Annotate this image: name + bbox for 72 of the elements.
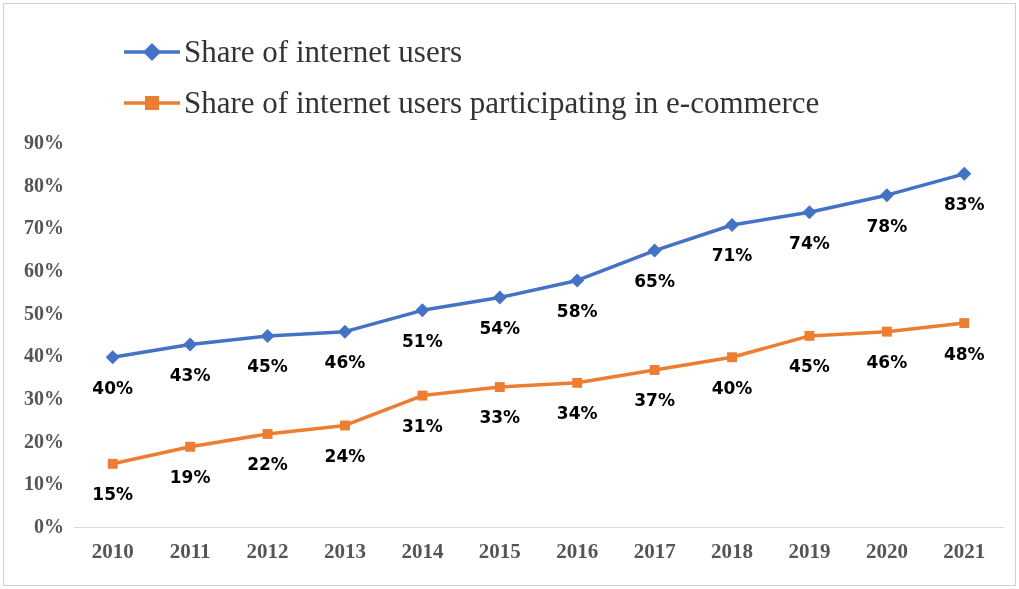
point	[183, 337, 198, 352]
data-label: 65%	[634, 271, 675, 292]
x-tick-label: 2020	[865, 538, 908, 563]
x-tick-label: 2014	[401, 538, 444, 563]
point	[957, 166, 972, 181]
y-tick-label: 80%	[24, 173, 64, 196]
point	[572, 377, 583, 388]
x-tick-label: 2021	[943, 538, 986, 563]
y-tick-label: 90%	[24, 131, 64, 154]
data-label: 74%	[789, 232, 830, 253]
point	[649, 365, 660, 375]
data-label: 51%	[402, 330, 443, 351]
data-label: 40%	[711, 377, 753, 398]
data-label: 78%	[866, 215, 908, 236]
data-label: 45%	[789, 356, 830, 377]
data-label: 22%	[247, 454, 288, 475]
data-label: 46%	[866, 352, 908, 373]
data-label: 54%	[479, 317, 521, 338]
data-label: 71%	[711, 245, 753, 266]
point	[804, 330, 815, 341]
y-tick-label: 0%	[34, 514, 64, 537]
y-tick-label: 20%	[24, 429, 64, 452]
point	[879, 188, 894, 203]
point	[340, 420, 350, 431]
x-tick-label: 2015	[478, 538, 521, 563]
data-label: 45%	[247, 356, 288, 377]
data-label: 83%	[943, 194, 985, 215]
y-tick-label: 60%	[24, 259, 64, 282]
x-tick-label: 2018	[711, 538, 754, 563]
y-tick-label: 40%	[24, 344, 64, 367]
x-tick-label: 2019	[788, 538, 831, 563]
point	[881, 326, 892, 337]
point	[262, 429, 273, 439]
data-label: 46%	[324, 352, 366, 373]
data-label: 37%	[634, 390, 675, 411]
x-tick-label: 2011	[169, 538, 211, 563]
point	[802, 205, 817, 220]
data-label: 33%	[479, 407, 521, 428]
point	[727, 352, 737, 363]
data-label: 58%	[556, 300, 598, 321]
data-label: 24%	[324, 445, 366, 466]
x-tick-label: 2013	[323, 538, 366, 563]
point	[105, 350, 120, 365]
y-tick-label: 30%	[24, 387, 64, 410]
point	[647, 243, 662, 258]
data-label: 48%	[943, 343, 985, 364]
y-tick-label: 50%	[24, 301, 64, 324]
point	[185, 441, 196, 452]
point	[415, 303, 430, 318]
data-label: 19%	[169, 467, 211, 488]
data-label: 34%	[556, 403, 598, 424]
point	[492, 290, 507, 305]
point	[337, 324, 352, 339]
legend-label: Share of internet users participating in e-commerce	[184, 84, 820, 121]
y-tick-label: 70%	[24, 216, 64, 239]
point	[570, 273, 585, 288]
y-tick-label: 10%	[24, 472, 64, 495]
x-tick-label: 2016	[556, 538, 599, 563]
point	[107, 458, 118, 469]
point	[260, 328, 275, 343]
point	[417, 390, 428, 401]
x-tick-label: 2012	[246, 538, 289, 563]
legend-label: Share of internet users	[184, 33, 463, 70]
data-label: 15%	[92, 484, 134, 505]
point	[494, 382, 505, 393]
x-tick-label: 2017	[633, 538, 676, 563]
data-label: 43%	[169, 364, 211, 385]
point	[959, 318, 970, 329]
point	[725, 218, 740, 233]
data-label: 40%	[92, 377, 134, 398]
x-tick-label: 2010	[91, 538, 134, 563]
data-label: 31%	[402, 416, 443, 437]
